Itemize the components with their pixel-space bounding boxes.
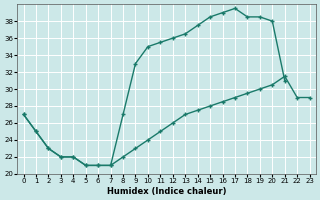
- X-axis label: Humidex (Indice chaleur): Humidex (Indice chaleur): [107, 187, 226, 196]
